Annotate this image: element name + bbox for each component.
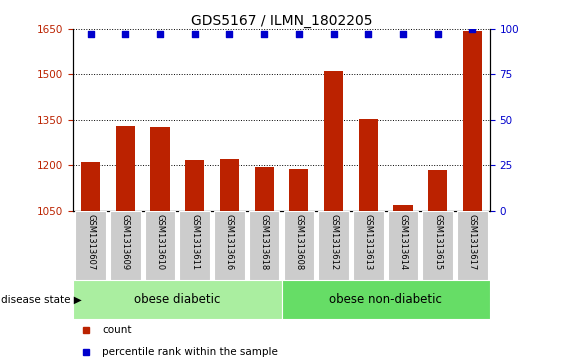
Text: GSM1313616: GSM1313616 (225, 214, 234, 270)
Text: GSM1313618: GSM1313618 (260, 214, 269, 270)
Text: GSM1313610: GSM1313610 (155, 214, 164, 270)
Text: GSM1313614: GSM1313614 (399, 214, 408, 270)
Bar (284, 211, 314, 280)
Text: GSM1313617: GSM1313617 (468, 214, 477, 270)
Point (329, 32, 338, 37)
Text: GSM1313609: GSM1313609 (121, 214, 129, 270)
Bar (110, 211, 141, 280)
Point (155, 32, 164, 37)
Bar (145, 211, 175, 280)
Bar (116, 126, 135, 211)
Point (190, 32, 199, 37)
Text: GSM1313608: GSM1313608 (294, 214, 303, 270)
Bar (324, 72, 343, 211)
Point (225, 32, 234, 37)
Point (399, 32, 408, 37)
Bar (428, 170, 447, 211)
Point (364, 32, 373, 37)
Point (260, 32, 269, 37)
Bar (249, 211, 279, 280)
Bar (75, 211, 106, 280)
Point (434, 32, 443, 37)
Bar (318, 211, 349, 280)
Bar (457, 211, 488, 280)
Text: GSM1313615: GSM1313615 (434, 214, 442, 270)
Text: GSM1313607: GSM1313607 (86, 214, 95, 270)
Text: count: count (102, 325, 132, 335)
Bar (81, 162, 100, 211)
Bar (150, 127, 169, 211)
Bar (388, 211, 418, 280)
Text: obese diabetic: obese diabetic (134, 293, 221, 306)
Text: obese non-diabetic: obese non-diabetic (329, 293, 442, 306)
Bar (422, 211, 453, 280)
Bar (180, 211, 210, 280)
Text: GSM1313613: GSM1313613 (364, 214, 373, 270)
Text: disease state ▶: disease state ▶ (1, 294, 82, 305)
Bar (254, 167, 274, 211)
Bar (359, 119, 378, 211)
Text: GSM1313612: GSM1313612 (329, 214, 338, 270)
Bar (463, 30, 482, 211)
Bar (220, 159, 239, 211)
Bar (282, 280, 490, 319)
Text: percentile rank within the sample: percentile rank within the sample (102, 347, 278, 357)
Text: GSM1313611: GSM1313611 (190, 214, 199, 270)
Bar (353, 211, 383, 280)
Bar (214, 211, 245, 280)
Bar (289, 169, 309, 211)
Bar (73, 280, 282, 319)
Point (294, 32, 303, 37)
Point (86, 32, 95, 37)
Bar (394, 205, 413, 211)
Point (468, 26, 477, 32)
Point (120, 32, 129, 37)
Bar (185, 160, 204, 211)
Title: GDS5167 / ILMN_1802205: GDS5167 / ILMN_1802205 (191, 14, 372, 28)
